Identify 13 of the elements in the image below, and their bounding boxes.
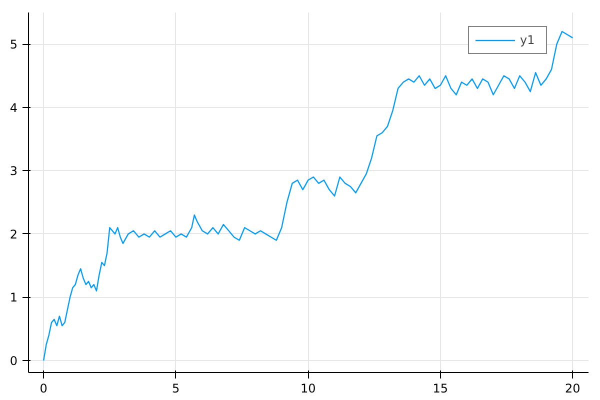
y-tick-label: 1	[10, 290, 18, 305]
x-tick-label: 0	[40, 382, 48, 396]
x-tick-label: 15	[432, 382, 448, 396]
y-tick-label: 3	[10, 164, 18, 178]
y-tick-label: 5	[10, 38, 18, 52]
legend-label: y1	[520, 33, 536, 47]
y-tick-label: 4	[10, 100, 18, 115]
x-tick-label: 10	[300, 382, 316, 396]
x-tick-label: 5	[172, 382, 180, 396]
y-tick-label: 2	[10, 227, 18, 242]
x-tick-label: 20	[564, 382, 580, 396]
line-series	[42, 30, 574, 362]
y-tick-label: 0	[10, 354, 18, 368]
